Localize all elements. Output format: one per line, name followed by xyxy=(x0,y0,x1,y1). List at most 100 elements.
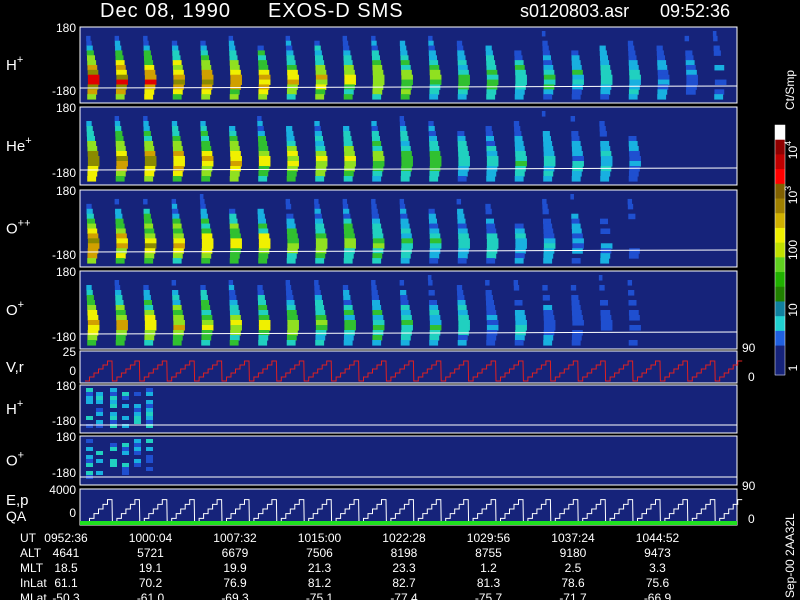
cell xyxy=(287,166,298,172)
cell xyxy=(172,340,182,346)
cell xyxy=(258,60,268,66)
cell xyxy=(87,166,99,172)
cell xyxy=(201,89,212,95)
cell xyxy=(201,238,214,244)
cell xyxy=(146,416,153,420)
cell xyxy=(372,258,382,264)
cell xyxy=(429,89,440,95)
cell xyxy=(342,198,348,205)
cell xyxy=(543,243,556,249)
label-text: O xyxy=(6,453,18,470)
cell xyxy=(229,55,238,61)
cell xyxy=(87,55,95,61)
cell xyxy=(143,35,148,42)
cell xyxy=(486,161,499,167)
tick-label: -180 xyxy=(52,466,76,480)
colorbar-cell xyxy=(775,360,785,376)
cell xyxy=(458,69,469,76)
cell xyxy=(285,198,291,205)
cell xyxy=(143,208,150,215)
cell xyxy=(86,213,94,220)
cell xyxy=(400,94,410,100)
cell xyxy=(258,94,268,100)
cell xyxy=(514,253,525,259)
panel-label: E,p xyxy=(6,492,29,509)
cell xyxy=(230,161,242,167)
cell xyxy=(458,233,469,239)
colorbar-exp: 4 xyxy=(783,141,793,146)
cell xyxy=(286,126,293,132)
cell xyxy=(343,55,352,61)
cell xyxy=(144,228,155,234)
cell xyxy=(399,121,406,127)
cell xyxy=(146,447,153,451)
cell xyxy=(116,74,128,81)
cell xyxy=(143,50,151,56)
cell xyxy=(343,223,353,230)
cell xyxy=(629,248,640,254)
cell xyxy=(600,248,612,254)
cell xyxy=(201,161,214,167)
panel xyxy=(79,350,738,384)
cell xyxy=(258,151,270,157)
cell xyxy=(628,290,635,296)
cell xyxy=(173,315,184,321)
cell xyxy=(600,89,611,95)
cell xyxy=(96,412,103,416)
cell xyxy=(515,151,526,157)
cell xyxy=(600,74,613,81)
cell xyxy=(143,213,151,220)
cell xyxy=(429,141,439,147)
cell xyxy=(543,320,556,326)
cell xyxy=(114,198,120,205)
cell xyxy=(486,218,494,225)
colorbar-base: 10 xyxy=(786,146,800,160)
cell xyxy=(86,208,93,215)
cell xyxy=(486,238,499,244)
cell xyxy=(201,166,213,172)
cell xyxy=(173,161,185,167)
cell xyxy=(485,203,491,210)
cell xyxy=(143,290,150,296)
cell xyxy=(201,74,214,81)
cell xyxy=(457,305,467,311)
cell xyxy=(257,213,265,220)
cell xyxy=(713,35,718,42)
cell xyxy=(343,60,353,66)
cell xyxy=(400,89,411,95)
cell xyxy=(87,300,95,306)
label-sup: + xyxy=(18,299,24,311)
cell xyxy=(628,94,638,100)
cell xyxy=(314,40,320,47)
cell xyxy=(543,84,555,90)
cell xyxy=(172,218,181,225)
cell xyxy=(116,243,128,249)
cell xyxy=(429,340,439,346)
cell xyxy=(485,280,490,286)
cell xyxy=(87,74,100,81)
cell xyxy=(116,315,127,321)
cell xyxy=(143,198,148,205)
cell xyxy=(400,213,408,220)
cell xyxy=(399,116,405,122)
cell: 1029:56 xyxy=(467,531,511,545)
cell xyxy=(86,392,93,396)
cell xyxy=(87,253,98,259)
cell xyxy=(287,243,299,249)
cell xyxy=(229,213,237,220)
cell xyxy=(543,228,554,234)
cell xyxy=(543,136,551,142)
cell xyxy=(146,404,153,408)
cell xyxy=(543,65,554,71)
cell xyxy=(200,285,206,291)
cell xyxy=(685,55,694,61)
cell xyxy=(515,325,527,331)
cell xyxy=(173,243,185,249)
cell xyxy=(428,213,436,220)
cell xyxy=(514,60,524,66)
cell xyxy=(115,335,126,341)
cell xyxy=(144,84,156,90)
cell xyxy=(122,447,129,451)
cell xyxy=(429,315,441,321)
cell xyxy=(315,305,325,311)
